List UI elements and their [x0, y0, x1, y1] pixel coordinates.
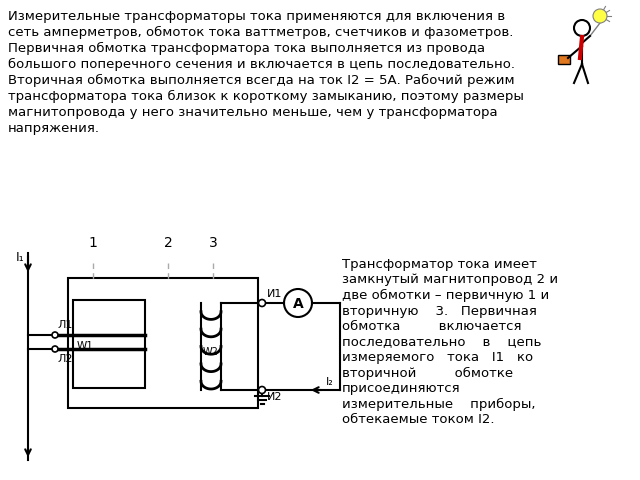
Text: измеряемого   тока   I1   ко: измеряемого тока I1 ко: [342, 351, 533, 364]
Circle shape: [52, 332, 58, 338]
Bar: [73, 300, 145, 388]
Text: И1: И1: [267, 289, 282, 299]
Circle shape: [259, 300, 266, 307]
Text: Измерительные трансформаторы тока применяются для включения в: Измерительные трансформаторы тока примен…: [8, 10, 505, 23]
Text: присоединяются: присоединяются: [342, 382, 461, 395]
Text: напряжения.: напряжения.: [8, 122, 100, 135]
Text: обмотка         включается: обмотка включается: [342, 320, 522, 333]
Text: обтекаемые током I2.: обтекаемые током I2.: [342, 413, 495, 426]
Text: 1: 1: [88, 236, 97, 250]
Text: магнитопровода у него значительно меньше, чем у трансформатора: магнитопровода у него значительно меньше…: [8, 106, 498, 119]
Text: Трансформатор тока имеет: Трансформатор тока имеет: [342, 258, 537, 271]
Text: трансформатора тока близок к короткому замыканию, поэтому размеры: трансформатора тока близок к короткому з…: [8, 90, 524, 103]
Text: последовательно    в    цепь: последовательно в цепь: [342, 336, 541, 348]
Text: вторичную    3.   Первичная: вторичную 3. Первичная: [342, 304, 537, 317]
Text: Л2: Л2: [57, 354, 72, 364]
Text: 2: 2: [164, 236, 172, 250]
Text: W1: W1: [77, 341, 94, 351]
Text: две обмотки – первичную 1 и: две обмотки – первичную 1 и: [342, 289, 549, 302]
Text: А: А: [292, 297, 303, 311]
Text: Л1: Л1: [57, 320, 72, 330]
Text: W2: W2: [203, 347, 219, 357]
Text: И2: И2: [267, 392, 282, 402]
Text: Первичная обмотка трансформатора тока выполняется из провода: Первичная обмотка трансформатора тока вы…: [8, 42, 485, 55]
Circle shape: [52, 346, 58, 352]
Text: измерительные    приборы,: измерительные приборы,: [342, 397, 536, 410]
Text: вторичной         обмотке: вторичной обмотке: [342, 367, 513, 380]
Circle shape: [259, 386, 266, 394]
Text: замкнутый магнитопровод 2 и: замкнутый магнитопровод 2 и: [342, 274, 558, 287]
Bar: [68, 278, 258, 408]
Text: Вторичная обмотка выполняется всегда на ток I2 = 5А. Рабочий режим: Вторичная обмотка выполняется всегда на …: [8, 74, 515, 87]
Text: I₂: I₂: [326, 377, 333, 387]
Bar: [558, 55, 570, 64]
Text: большого поперечного сечения и включается в цепь последовательно.: большого поперечного сечения и включаетс…: [8, 58, 515, 71]
Text: 3: 3: [209, 236, 218, 250]
Text: сеть амперметров, обмоток тока ваттметров, счетчиков и фазометров.: сеть амперметров, обмоток тока ваттметро…: [8, 26, 513, 39]
Circle shape: [593, 9, 607, 23]
Text: I₁: I₁: [15, 251, 24, 264]
